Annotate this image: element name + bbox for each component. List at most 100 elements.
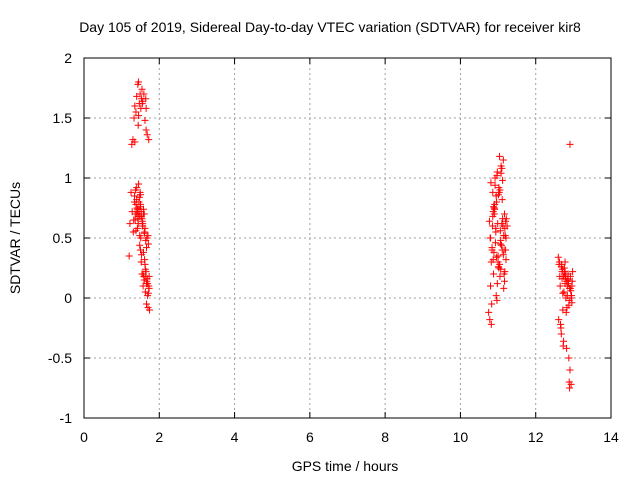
data-point [141, 224, 149, 232]
data-point [489, 256, 497, 264]
x-axis-label: GPS time / hours [292, 458, 399, 474]
data-point [566, 140, 574, 148]
data-point [144, 289, 152, 297]
y-tick-label: 2 [64, 50, 72, 66]
data-point [141, 265, 149, 273]
y-tick-label: -0.5 [48, 350, 72, 366]
data-point [497, 241, 505, 249]
data-point [488, 300, 496, 308]
data-point [137, 234, 145, 242]
data-point [132, 108, 140, 116]
data-point [556, 282, 564, 290]
data-point [140, 90, 148, 98]
data-point [565, 378, 573, 386]
data-point [138, 251, 146, 259]
data-point [569, 268, 577, 276]
data-point [136, 241, 144, 249]
data-point [142, 236, 150, 244]
data-point [491, 239, 499, 247]
data-point [494, 191, 502, 199]
y-axis-ticks: -1 -0.5 0 0.5 1 1.5 2 [48, 50, 611, 426]
data-point [144, 240, 152, 248]
data-point [488, 244, 496, 252]
data-point [559, 342, 567, 350]
data-point [145, 306, 153, 314]
data-point [485, 217, 493, 225]
data-point [499, 176, 507, 184]
data-point [563, 277, 571, 285]
data-point [496, 272, 504, 280]
data-point [141, 116, 149, 124]
data-point [134, 215, 142, 223]
data-point [142, 300, 150, 308]
data-point [143, 131, 151, 139]
data-point [501, 268, 509, 276]
data-point [131, 138, 139, 146]
data-point [502, 234, 510, 242]
data-point [142, 280, 150, 288]
chart-title: Day 105 of 2019, Sidereal Day-to-day VTE… [79, 19, 581, 35]
data-point [136, 188, 144, 196]
y-tick-label: 0 [64, 290, 72, 306]
data-point [561, 258, 569, 266]
data-point [126, 220, 134, 228]
x-tick-label: 12 [528, 429, 544, 445]
data-point [560, 288, 568, 296]
data-point [134, 121, 142, 129]
data-point [498, 164, 506, 172]
data-point [493, 280, 501, 288]
data-point [140, 229, 148, 237]
x-tick-label: 10 [453, 429, 469, 445]
y-tick-label: 1 [64, 170, 72, 186]
data-point [500, 210, 508, 218]
data-point [142, 104, 150, 112]
data-point [489, 212, 497, 220]
data-point [498, 196, 506, 204]
data-point [145, 284, 153, 292]
data-point [493, 296, 501, 304]
data-point [490, 270, 498, 278]
data-point [132, 227, 140, 235]
data-point [142, 126, 150, 134]
x-tick-label: 6 [306, 429, 314, 445]
data-point [138, 100, 146, 108]
y-tick-label: -1 [60, 410, 73, 426]
data-point [139, 220, 147, 228]
data-point [130, 216, 138, 224]
data-point [135, 78, 143, 86]
data-point [487, 320, 495, 328]
data-point [499, 215, 507, 223]
x-tick-label: 0 [80, 429, 88, 445]
data-point [566, 384, 574, 392]
data-point [502, 256, 510, 264]
data-point [145, 136, 153, 144]
data-point [564, 270, 572, 278]
data-point [497, 265, 505, 273]
data-point [557, 263, 565, 271]
data-point [140, 272, 148, 280]
data-point [487, 179, 495, 187]
data-point [497, 169, 505, 177]
data-point [494, 252, 502, 260]
x-tick-label: 2 [155, 429, 163, 445]
data-point [562, 308, 570, 316]
data-point [560, 272, 568, 280]
data-point [566, 366, 574, 374]
data-point [141, 288, 149, 296]
x-tick-label: 14 [603, 429, 619, 445]
data-point [497, 236, 505, 244]
data-point [557, 324, 565, 332]
x-tick-label: 4 [231, 429, 239, 445]
data-point [496, 152, 504, 160]
data-point [567, 294, 575, 302]
data-point [492, 292, 500, 300]
data-point [135, 112, 143, 120]
data-point [489, 188, 497, 196]
data-point [131, 102, 139, 110]
data-point [130, 192, 138, 200]
data-point [557, 330, 565, 338]
data-point [566, 284, 574, 292]
data-points [125, 78, 577, 392]
grid-lines [84, 58, 611, 418]
